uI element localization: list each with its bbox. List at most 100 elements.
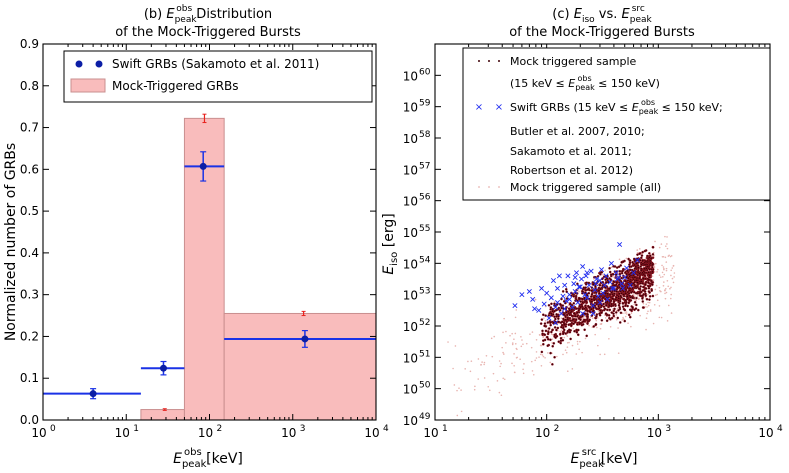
mock-sample-point bbox=[650, 279, 653, 283]
mock-sample-point bbox=[594, 322, 598, 326]
mock-sample-point bbox=[644, 260, 648, 264]
mock-sample-point bbox=[553, 315, 556, 318]
mock-sample-point bbox=[557, 320, 560, 324]
mock-sample-point bbox=[547, 314, 551, 317]
mock-sample-point bbox=[651, 268, 655, 271]
all-sample-point bbox=[663, 267, 665, 270]
mock-sample-point bbox=[613, 284, 617, 287]
all-sample-point bbox=[520, 345, 523, 348]
mock-sample-point bbox=[553, 333, 556, 337]
all-sample-point bbox=[667, 285, 670, 288]
swift-point-11 bbox=[550, 278, 556, 284]
all-sample-point bbox=[571, 368, 574, 370]
all-sample-point bbox=[656, 293, 659, 296]
mock-sample-point bbox=[635, 262, 638, 265]
mock-sample-point bbox=[593, 304, 597, 308]
mock-sample-point bbox=[609, 273, 613, 276]
all-sample-point bbox=[453, 384, 456, 386]
all-sample-point bbox=[588, 324, 590, 327]
all-sample-point bbox=[653, 303, 656, 306]
mock-sample-point bbox=[613, 307, 616, 311]
swift-point-4 bbox=[532, 306, 538, 312]
mock-sample-point bbox=[636, 270, 640, 274]
mock-sample-point bbox=[619, 311, 623, 315]
mock-sample-point bbox=[643, 249, 647, 253]
all-sample-point bbox=[481, 361, 483, 363]
mock-sample-point bbox=[551, 344, 555, 348]
all-sample-point bbox=[538, 334, 541, 336]
all-sample-point bbox=[513, 353, 515, 355]
all-sample-point bbox=[621, 312, 624, 315]
mock-sample-point bbox=[613, 265, 617, 268]
all-sample-point bbox=[625, 313, 628, 315]
all-sample-point bbox=[652, 279, 655, 281]
legend-mock-range: (15 keV ≤ Epeakobs ≤ 150 keV) bbox=[510, 74, 660, 92]
mock-sample-point bbox=[641, 297, 644, 300]
ytick-label-1: 0.1 bbox=[20, 371, 39, 385]
mock-sample-point bbox=[550, 302, 553, 306]
legend-swift-marker: × × bbox=[475, 102, 503, 113]
swift-point-15 bbox=[558, 310, 564, 316]
all-sample-point bbox=[666, 243, 668, 245]
all-sample-point bbox=[589, 316, 592, 318]
all-sample-point bbox=[503, 317, 505, 320]
all-sample-point bbox=[539, 353, 542, 356]
mock-sample-point bbox=[540, 350, 544, 354]
all-sample-point bbox=[647, 301, 649, 304]
all-sample-point bbox=[464, 368, 466, 370]
panel-c-xlabel: Epeaksrc [keV] bbox=[570, 447, 637, 470]
swift-point-3 bbox=[530, 296, 536, 302]
all-sample-point bbox=[521, 339, 523, 341]
mock-sample-point bbox=[590, 289, 593, 292]
all-sample-point bbox=[531, 331, 534, 333]
ytick-label-6: 0.6 bbox=[20, 162, 39, 176]
mock-sample-point bbox=[640, 263, 644, 267]
mock-sample-point bbox=[634, 285, 638, 288]
mock-sample-point bbox=[597, 289, 601, 292]
mock-sample-point bbox=[549, 338, 552, 342]
swift-point-64 bbox=[616, 274, 622, 280]
all-sample-point bbox=[525, 342, 528, 345]
mock-sample-point bbox=[540, 318, 544, 321]
all-sample-point bbox=[604, 317, 607, 319]
mock-sample-point bbox=[548, 321, 552, 325]
all-sample-point bbox=[624, 315, 627, 318]
mock-sample-point bbox=[571, 317, 575, 321]
swift-point-50 bbox=[622, 274, 628, 280]
mock-sample-point bbox=[631, 306, 634, 309]
all-sample-point bbox=[635, 299, 637, 302]
swift-point-41 bbox=[603, 273, 609, 279]
all-sample-point bbox=[556, 355, 558, 358]
all-sample-point bbox=[599, 353, 601, 356]
all-sample-point bbox=[576, 343, 579, 345]
all-sample-point bbox=[673, 276, 675, 278]
all-sample-point bbox=[654, 294, 657, 296]
swift-point-22 bbox=[571, 281, 577, 287]
mock-sample-point bbox=[584, 304, 587, 307]
mock-sample-point bbox=[564, 287, 568, 291]
legend-mock-patch bbox=[70, 78, 106, 93]
mock-sample-point bbox=[638, 276, 641, 280]
all-sample-point bbox=[615, 314, 618, 316]
mock-sample-point bbox=[560, 323, 564, 327]
mock-sample-point bbox=[628, 279, 632, 283]
all-sample-point bbox=[566, 335, 569, 338]
all-sample-point bbox=[653, 266, 656, 269]
mock-sample-point bbox=[610, 291, 613, 294]
all-sample-point bbox=[615, 318, 618, 321]
swift-point-60 bbox=[580, 263, 586, 269]
panel-b-ylabel: Normalized number of GRBs bbox=[3, 143, 19, 341]
all-sample-point bbox=[477, 378, 480, 380]
all-sample-point bbox=[645, 303, 648, 306]
all-sample-point bbox=[670, 269, 672, 272]
all-sample-point bbox=[492, 372, 495, 375]
all-sample-point bbox=[535, 351, 538, 353]
all-sample-point bbox=[522, 368, 524, 371]
all-sample-point bbox=[541, 354, 544, 356]
c-ytick-label-11: 10 bbox=[403, 69, 418, 83]
all-sample-point bbox=[514, 332, 517, 335]
mock-sample-point bbox=[645, 267, 648, 270]
mock-sample-point bbox=[617, 297, 621, 300]
c-ytick-exponent-11: 60 bbox=[419, 67, 431, 77]
panel-c-title-line2: of the Mock-Triggered Bursts bbox=[509, 25, 695, 40]
